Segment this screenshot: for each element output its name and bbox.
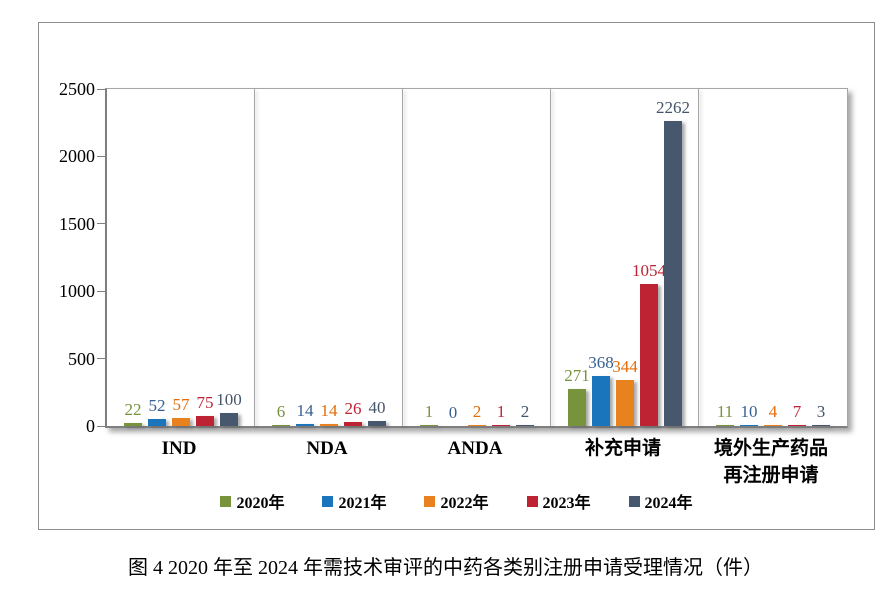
y-axis-tick-mark [97,155,105,157]
bar-value-label: 2 [520,402,530,421]
bar-value-label: 344 [612,357,638,376]
bar-2024年-补充申请 [664,121,682,426]
bar-2022年-ANDA [468,425,486,426]
bar-value-label: 14 [320,401,338,420]
bar-2023年-IND [196,416,214,426]
category-label: ANDA [447,438,503,459]
y-axis-tick-mark [97,290,105,292]
bar-2020年-ANDA [420,425,438,426]
bar-value-label: 10 [740,402,758,421]
legend-item-2023年: 2023年 [526,489,591,513]
bar-2022年-IND [172,418,190,426]
y-axis-tick-label: 2500 [59,79,95,99]
bar-value-label: 271 [564,366,590,385]
bar-2020年-NDA [272,425,290,426]
bar-2021年-补充申请 [592,376,610,426]
legend-swatch-icon [220,495,232,507]
y-axis-tick-label: 2000 [59,146,95,167]
y-axis-tick-label: 1500 [59,213,95,234]
bar-2023年-境外生产药品 [788,425,806,426]
y-axis-tick-label: 1000 [59,281,95,302]
bar-2022年-NDA [320,424,338,426]
bar-value-label: 1 [424,402,434,421]
bar-2022年-补充申请 [616,380,634,426]
legend: 2020年 2021年 2022年 2023年 2024年 [39,489,874,513]
bar-2023年-NDA [344,422,362,426]
bar-value-label: 3 [816,402,826,421]
bar-value-label: 6 [276,402,286,421]
legend-item-2020年: 2020年 [220,489,284,513]
bar-value-label: 0 [448,403,458,422]
figure-caption: 图 4 2020 年至 2024 年需技术审评的中药各类别注册申请受理情况（件） [128,557,763,579]
category-label: 境外生产药品 再注册申请 [713,438,828,486]
legend-label: 2021年 [338,495,387,512]
category-label: NDA [306,438,348,459]
panel-separator [402,89,403,426]
legend-item-2022年: 2022年 [424,489,489,513]
bar-value-label: 4 [768,402,778,421]
bar-2020年-境外生产药品 [716,425,734,426]
bar-value-label: 11 [716,402,734,421]
legend-label: 2020年 [236,495,285,512]
legend-label: 2022年 [440,495,489,512]
bar-2024年-IND [220,413,238,426]
category-label: 补充申请 [584,438,661,459]
legend-swatch-icon [322,495,334,507]
bar-value-label: 52 [148,396,166,415]
bar-value-label: 26 [344,399,362,418]
bar-value-label: 7 [792,402,802,421]
bar-value-label: 2 [472,402,482,421]
panel-separator [254,89,255,426]
bar-value-label: 1 [496,402,506,421]
bar-2021年-IND [148,419,166,426]
bar-2024年-境外生产药品 [812,425,830,426]
chart-figure: 0 500 1000 1500 2000 2500 22 52 57 75 100 6 14 14 26 40… [38,22,875,530]
legend-swatch-icon [628,495,640,507]
bar-value-label: 1054 [632,261,666,280]
bar-2021年-境外生产药品 [740,425,758,426]
bar-value-label: 57 [172,395,190,414]
bar-2021年-NDA [296,424,314,426]
y-axis-tick-mark [97,223,105,225]
legend-item-2021年: 2021年 [322,489,386,513]
category-label: IND [161,438,197,459]
plot-area: 0 500 1000 1500 2000 2500 22 52 57 75 100 6 14 14 26 40… [59,79,848,436]
legend-swatch-icon [526,495,538,507]
legend-label: 2023年 [542,495,591,512]
bar-2023年-ANDA [492,425,510,426]
legend-swatch-icon [424,495,436,507]
bar-2024年-NDA [368,421,386,426]
legend-item-2024年: 2024年 [628,489,693,513]
y-axis-tick-label: 0 [86,416,95,436]
bar-2020年-补充申请 [568,389,586,426]
bar-value-label: 368 [588,353,614,372]
bar-value-label: 14 [296,401,314,420]
bar-2024年-ANDA [516,425,534,426]
bar-value-label: 100 [216,390,242,409]
bar-2022年-境外生产药品 [764,425,782,426]
panel-separator [698,89,699,426]
bar-value-label: 22 [124,400,142,419]
panel-separator [550,89,551,426]
bar-value-label: 2262 [656,98,690,117]
legend-label: 2024年 [644,495,693,512]
y-axis-tick-mark [97,358,105,360]
y-axis-tick-label: 500 [68,348,95,369]
y-axis-tick-mark [97,425,105,427]
y-axis-tick-mark [97,88,105,90]
bar-2023年-补充申请 [640,284,658,426]
bar-value-label: 75 [196,393,214,412]
bar-2020年-IND [124,423,142,426]
bar-value-label: 40 [368,398,386,417]
